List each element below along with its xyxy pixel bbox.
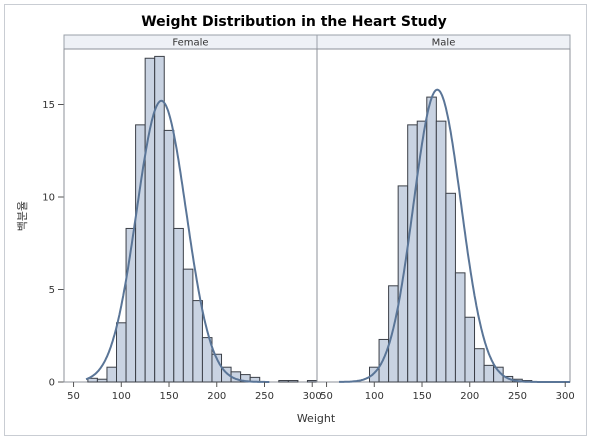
histogram-bar — [192, 300, 203, 383]
panel-label: Female — [172, 38, 208, 49]
histogram-bar — [378, 338, 390, 383]
normal-density-curve — [339, 88, 570, 383]
histogram-bar — [426, 96, 437, 383]
x-tick-label: 200 — [207, 391, 226, 402]
x-tick-label: 300 — [303, 391, 322, 402]
y-axis-title: 백분율 — [16, 201, 29, 231]
histogram-bar — [474, 348, 485, 383]
x-tick-label: 150 — [159, 391, 178, 402]
histogram-bar — [287, 380, 299, 383]
histogram-bar — [173, 227, 184, 383]
x-tick-label: 250 — [255, 391, 274, 402]
histogram-bar — [106, 366, 118, 383]
histogram-bar — [435, 120, 447, 383]
histogram-bar — [407, 124, 418, 383]
histogram-bar — [388, 285, 399, 383]
x-tick-label: 200 — [460, 391, 479, 402]
x-tick-label: 50 — [67, 391, 80, 402]
panel-female: Female 50 100 150 200 250 300 — [63, 34, 322, 402]
x-axis-title: Weight — [297, 412, 336, 425]
x-tick-label: 50 — [320, 391, 333, 402]
chart-frame — [4, 4, 587, 436]
histogram-bar — [445, 192, 456, 383]
chart-title: Weight Distribution in the Heart Study — [141, 14, 447, 30]
x-tick-label: 150 — [412, 391, 431, 402]
histogram-bar — [306, 380, 318, 383]
x-tick-label: 250 — [508, 391, 527, 402]
y-tick-label: 15 — [42, 100, 55, 111]
histogram-bar — [464, 316, 476, 383]
y-tick-label: 5 — [49, 285, 55, 296]
histogram-bar — [182, 268, 194, 383]
histogram-bar — [116, 322, 127, 383]
y-tick-label: 10 — [42, 193, 55, 204]
histogram-bar — [144, 57, 156, 383]
x-tick-label: 100 — [112, 391, 131, 402]
histogram-bar — [278, 380, 289, 383]
histogram-bar — [163, 129, 175, 383]
histogram-bar — [483, 364, 495, 383]
histogram-bar — [96, 378, 108, 383]
x-tick-label: 300 — [556, 391, 575, 402]
panel-male: Male 50 100 150 200 250 300 — [316, 34, 575, 402]
normal-density-curve — [85, 99, 270, 383]
histogram-bar — [454, 272, 466, 383]
panel-label: Male — [432, 38, 456, 49]
y-tick-label: 0 — [49, 378, 55, 389]
x-tick-label: 100 — [365, 391, 384, 402]
